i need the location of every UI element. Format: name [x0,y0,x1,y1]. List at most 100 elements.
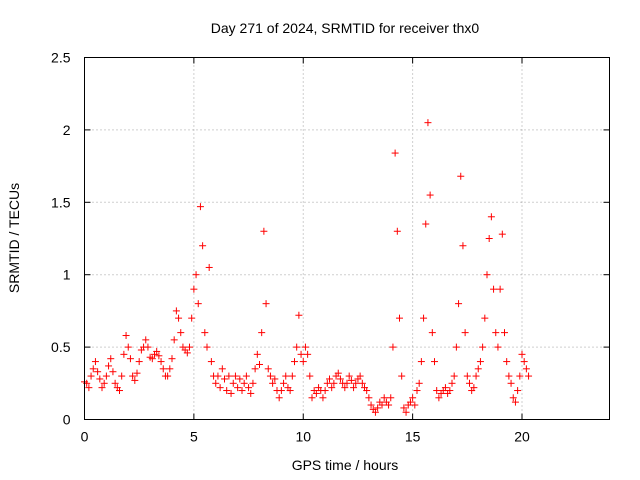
data-point-marker [247,389,255,397]
chart-title: Day 271 of 2024, SRMTID for receiver thx… [211,20,480,36]
data-point-marker [374,404,382,412]
data-point-marker [393,227,401,235]
data-point-marker [476,358,484,366]
data-point-marker [98,384,106,392]
data-point-marker [253,350,261,358]
data-point-marker [492,329,500,337]
data-point-marker [157,358,165,366]
data-point-marker [380,394,388,402]
data-point-marker [238,387,246,395]
data-point-marker [402,408,410,416]
data-point-marker [319,394,327,402]
data-point-marker [398,372,406,380]
data-point-marker [205,263,213,271]
data-point-marker [323,379,331,387]
data-point-marker [433,387,441,395]
data-point-marker [341,384,349,392]
data-point-marker [431,358,438,366]
data-point-marker [186,343,193,351]
data-point-marker [378,401,386,409]
data-point-marker [96,375,104,383]
y-tick-label: 2 [63,122,71,138]
data-point-marker [457,172,465,180]
data-point-marker [466,379,473,387]
data-point-marker [358,379,366,387]
data-point-marker [463,372,471,380]
data-point-marker [525,372,533,380]
data-point-marker [326,375,333,383]
data-point-marker [249,379,257,387]
data-point-marker [94,368,102,376]
data-point-marker [385,401,393,409]
data-point-marker [345,372,353,380]
data-point-marker [240,379,248,387]
y-tick-label: 1 [63,267,71,283]
data-point-marker [387,394,395,402]
data-point-marker [242,372,250,380]
data-point-marker [483,271,491,279]
data-point-marker [297,350,305,358]
data-point-marker [367,401,375,409]
data-point-marker [258,329,266,337]
data-point-marker [194,300,202,308]
data-point-marker [91,358,99,366]
data-point-marker [485,235,493,242]
data-point-marker [175,314,183,322]
data-point-marker [479,343,487,351]
x-tick-label: 15 [405,429,421,445]
data-point-marker [424,119,432,127]
data-point-marker [487,213,495,221]
data-point-marker [126,355,134,363]
data-point-marker [396,314,403,322]
y-axis-label: SRMTID / TECUs [6,183,22,293]
data-point-marker [122,332,130,340]
data-point-marker [391,149,399,157]
data-point-marker [229,379,237,387]
data-point-marker [155,352,163,360]
data-point-marker [188,314,196,322]
data-point-marker [522,365,530,373]
data-point-marker [409,394,417,402]
data-point-marker [494,343,502,351]
data-point-marker [133,369,141,377]
x-tick-label: 5 [190,429,198,445]
data-point-marker [371,408,379,416]
data-point-marker [109,368,117,376]
data-point-marker [107,355,115,363]
data-point-marker [472,372,480,380]
data-point-marker [245,384,253,392]
data-point-marker [120,350,128,358]
data-point-marker [455,300,463,308]
data-point-marker [216,384,224,392]
data-point-marker [227,389,235,397]
data-point-marker [511,398,519,406]
data-point-marker [459,242,467,250]
data-point-marker [177,329,185,337]
data-point-marker [87,372,95,380]
data-point-marker [516,372,524,380]
data-point-marker [330,379,338,387]
data-point-marker [420,314,428,322]
data-point-marker [520,358,528,366]
data-point-marker [170,336,178,344]
data-point-marker [293,343,301,351]
data-point-marker [269,379,277,387]
data-point-marker [89,365,97,373]
data-point-marker [262,300,270,308]
data-point-marker [505,372,513,380]
data-point-marker [203,343,211,351]
data-point-marker [102,372,110,380]
data-point-marker [100,379,108,387]
data-point-marker [105,362,113,370]
y-tick-label: 1.5 [51,194,71,210]
data-point-marker [221,375,228,383]
data-point-marker [295,311,303,319]
data-point-marker [207,358,215,366]
data-point-marker [116,387,123,395]
data-point-marker [474,365,482,373]
data-point-marker [256,360,263,368]
data-point-marker [446,387,454,395]
data-point-marker [192,271,200,279]
data-point-marker [503,358,511,366]
data-point-marker [501,329,508,337]
